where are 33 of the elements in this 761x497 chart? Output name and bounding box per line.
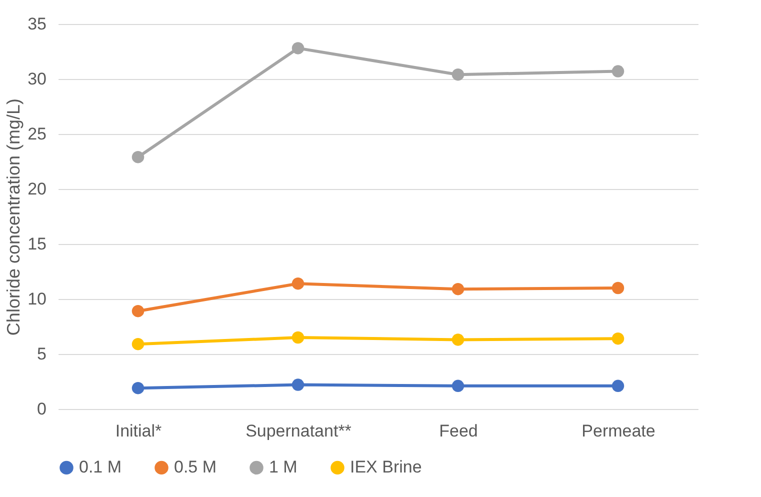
legend-label: IEX Brine xyxy=(350,458,422,477)
point xyxy=(612,282,624,294)
point xyxy=(452,282,464,296)
point xyxy=(292,378,304,391)
point xyxy=(132,382,144,394)
point xyxy=(452,334,464,346)
point xyxy=(612,65,624,78)
y-tick-label: 25 xyxy=(28,124,46,144)
point xyxy=(132,150,144,164)
y-tick-label: 15 xyxy=(28,234,46,254)
y-tick-label: 5 xyxy=(37,344,46,364)
y-tick-label: 30 xyxy=(28,70,46,88)
y-tick-label: 10 xyxy=(28,290,46,308)
x-tick-label: Feed xyxy=(439,422,478,440)
legend-label: 0.5 M xyxy=(174,458,217,477)
point xyxy=(612,380,624,392)
x-tick-label: Permeate xyxy=(582,422,656,440)
legend-label: 0.1 M xyxy=(79,458,122,477)
point xyxy=(292,331,304,344)
x-tick-label: Supernatant** xyxy=(246,422,352,440)
y-tick-label: 0 xyxy=(37,400,46,418)
y-tick-label: 35 xyxy=(28,14,46,34)
point xyxy=(452,68,464,81)
x-tick-label: Initial* xyxy=(115,422,162,440)
point xyxy=(132,338,144,350)
legend-label: 1 M xyxy=(269,458,298,477)
y-tick-label: 20 xyxy=(28,180,46,198)
point xyxy=(132,304,144,318)
y-axis-title: Chloride concentration (mg/L) xyxy=(4,98,24,336)
point xyxy=(612,332,624,345)
point xyxy=(452,380,464,392)
point xyxy=(292,277,304,290)
point xyxy=(292,42,304,54)
